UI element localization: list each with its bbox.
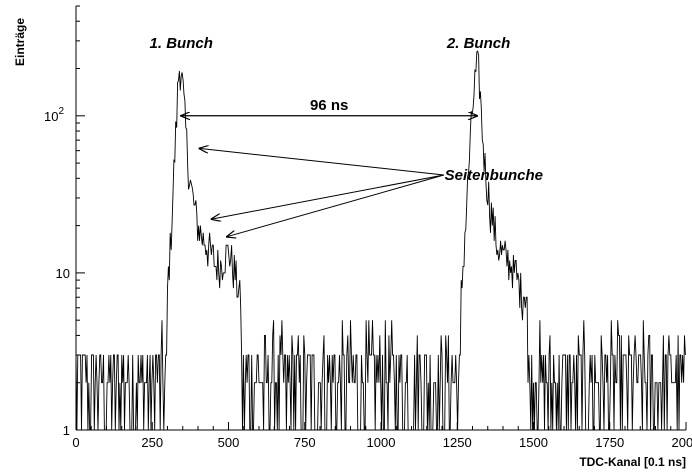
x-tick-label: 1500 bbox=[519, 435, 548, 450]
y-axis-title: Einträge bbox=[13, 18, 27, 66]
annotation-side-bunches: Seitenbunche bbox=[445, 167, 543, 184]
annotation-bunch-2: 2. Bunch bbox=[446, 35, 510, 52]
x-tick-label: 0 bbox=[72, 435, 79, 450]
side-bunch-arrow-1 bbox=[212, 174, 444, 219]
side-bunch-arrow-2 bbox=[227, 174, 444, 237]
series-line-0 bbox=[75, 50, 686, 431]
side-bunch-arrow-0 bbox=[200, 148, 444, 176]
x-tick-label: 250 bbox=[141, 435, 163, 450]
x-tick-label: 750 bbox=[294, 435, 316, 450]
y-tick-label: 102 bbox=[44, 106, 64, 124]
x-tick-label: 1250 bbox=[443, 435, 472, 450]
x-tick-label: 1000 bbox=[367, 435, 396, 450]
annotation-distance: 96 ns bbox=[310, 97, 348, 114]
x-tick-label: 500 bbox=[218, 435, 240, 450]
annotation-bunch-1: 1. Bunch bbox=[150, 35, 213, 52]
x-axis-title: TDC-Kanal [0.1 ns] bbox=[579, 455, 686, 469]
x-tick-label: 2000 bbox=[672, 435, 692, 450]
y-tick-label: 10 bbox=[56, 266, 70, 281]
x-tick-label: 1750 bbox=[595, 435, 624, 450]
y-tick-label: 1 bbox=[63, 423, 70, 438]
